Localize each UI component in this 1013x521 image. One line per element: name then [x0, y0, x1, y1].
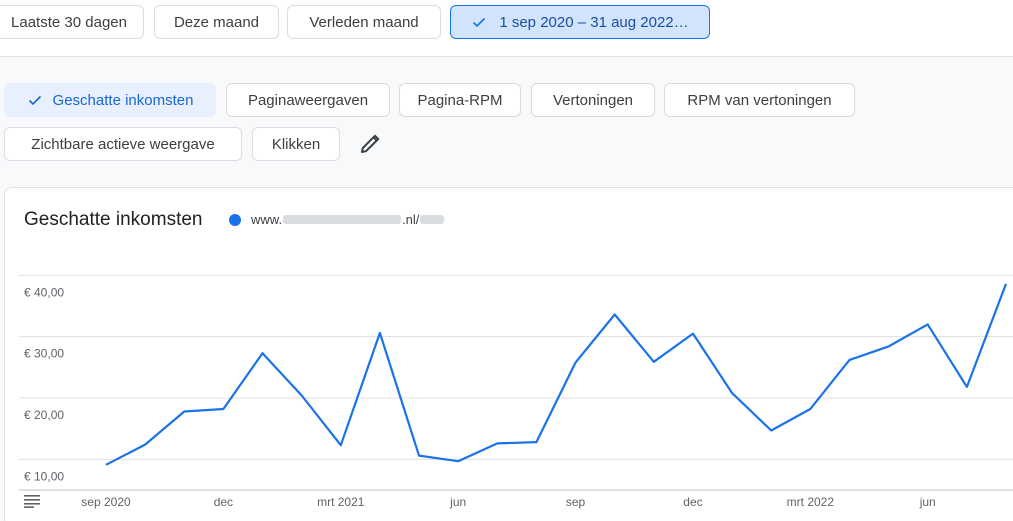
y-tick-label: € 40,00: [24, 285, 64, 299]
data-point[interactable]: [687, 328, 699, 340]
data-point[interactable]: [374, 327, 386, 339]
legend-middle: .nl/: [402, 212, 420, 227]
legend-dot-icon: [229, 213, 241, 226]
data-point[interactable]: [765, 424, 777, 436]
menu-icon[interactable]: [23, 494, 41, 508]
x-tick-label: jun: [449, 495, 466, 509]
data-point[interactable]: [883, 340, 895, 352]
data-point[interactable]: [609, 309, 621, 321]
x-tick-label: sep: [566, 495, 586, 509]
earnings-line-chart: € 10,00 € 20,00 € 30,00 € 40,00 sep 2020 dec…: [19, 274, 1013, 509]
metric-chip-estimated-earnings[interactable]: Geschatte inkomsten: [4, 83, 216, 117]
y-tick-label: € 20,00: [24, 408, 64, 422]
metric-chip-impressions[interactable]: Vertoningen: [531, 83, 655, 117]
data-point[interactable]: [217, 403, 229, 415]
data-point[interactable]: [1000, 278, 1012, 290]
chart-legend: www. .nl/: [229, 212, 445, 227]
y-tick-label: € 30,00: [24, 347, 64, 361]
data-point[interactable]: [804, 403, 816, 415]
data-point[interactable]: [257, 347, 269, 359]
data-point[interactable]: [296, 390, 308, 402]
redacted-domain: [283, 215, 402, 224]
series-line: [105, 283, 1008, 466]
range-custom-button[interactable]: 1 sep 2020 – 31 aug 2022…: [450, 5, 710, 39]
data-point[interactable]: [570, 356, 582, 368]
x-tick-label: mrt 2021: [317, 495, 365, 509]
range-last-30-days-button[interactable]: Laatste 30 dagen: [0, 5, 144, 39]
metric-chip-clicks[interactable]: Klikken: [252, 127, 340, 161]
data-point[interactable]: [178, 405, 190, 417]
metric-chip-impression-rpm[interactable]: RPM van vertoningen: [664, 83, 855, 117]
date-range-bar: Laatste 30 dagen Deze maand Verleden maa…: [0, 0, 1013, 57]
data-point[interactable]: [922, 318, 934, 330]
data-point[interactable]: [726, 387, 738, 399]
data-point[interactable]: [530, 436, 542, 448]
range-this-month-button[interactable]: Deze maand: [154, 5, 279, 39]
data-point[interactable]: [335, 439, 347, 451]
data-point[interactable]: [100, 459, 112, 471]
data-point[interactable]: [413, 450, 425, 462]
data-point[interactable]: [491, 437, 503, 449]
earnings-chart-card: Geschatte inkomsten www. .nl/ € 10,00 € 2…: [4, 187, 1013, 521]
x-tick-label: mrt 2022: [787, 495, 835, 509]
metric-chip-page-rpm[interactable]: Pagina-RPM: [399, 83, 521, 117]
x-tick-label: dec: [683, 495, 702, 509]
data-point[interactable]: [648, 356, 660, 368]
legend-prefix: www.: [251, 212, 283, 227]
data-point[interactable]: [961, 381, 973, 393]
check-icon: [28, 95, 41, 106]
x-tick-label: sep 2020: [81, 495, 131, 509]
metric-chip-page-views[interactable]: Paginaweergaven: [226, 83, 390, 117]
pencil-icon[interactable]: [358, 132, 382, 156]
data-point[interactable]: [452, 455, 464, 467]
y-tick-label: € 10,00: [24, 469, 64, 483]
range-last-month-button[interactable]: Verleden maand: [287, 5, 441, 39]
data-point[interactable]: [843, 354, 855, 366]
redacted-path: [420, 215, 445, 224]
metric-chip-active-view-viewable[interactable]: Zichtbare actieve weergave: [4, 127, 242, 161]
x-tick-label: dec: [214, 495, 233, 509]
check-icon: [473, 17, 486, 28]
chart-title: Geschatte inkomsten: [24, 209, 203, 230]
x-tick-label: jun: [919, 495, 936, 509]
data-point[interactable]: [139, 439, 151, 451]
